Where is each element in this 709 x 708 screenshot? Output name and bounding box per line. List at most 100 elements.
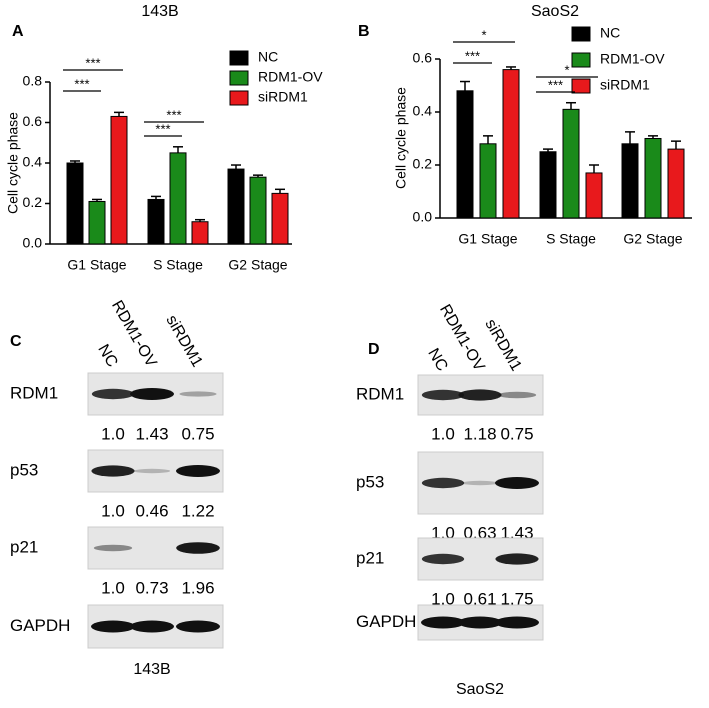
quantification: 1.18 — [463, 424, 496, 443]
blot-band — [176, 620, 220, 633]
chart-title: SaoS2 — [531, 3, 579, 20]
row-label: p21 — [10, 537, 38, 556]
blot-band — [458, 616, 502, 629]
quantification: 1.0 — [101, 424, 125, 443]
bar — [191, 221, 209, 245]
quantification: 1.0 — [431, 424, 455, 443]
row-label: GAPDH — [10, 616, 70, 635]
bar — [271, 192, 289, 245]
panel-letter: B — [358, 23, 370, 40]
legend-swatch — [571, 52, 591, 68]
quantification: 1.96 — [181, 578, 214, 597]
bar — [502, 69, 520, 219]
bar — [249, 176, 267, 245]
x-tick-label: S Stage — [546, 231, 596, 247]
row-label: RDM1 — [356, 384, 404, 403]
blot-band — [91, 620, 135, 633]
legend-swatch — [229, 90, 249, 106]
bar — [539, 151, 557, 219]
blot-band — [91, 465, 135, 477]
quantification: 0.75 — [500, 424, 533, 443]
bar — [621, 143, 639, 219]
quantification: 1.43 — [135, 424, 168, 443]
blot-band — [421, 389, 465, 401]
blot-band — [495, 616, 539, 629]
bar — [169, 152, 187, 245]
bar — [479, 143, 497, 219]
blot-band — [130, 620, 174, 633]
bar — [110, 115, 128, 245]
y-tick-label: 0.4 — [413, 103, 433, 119]
bar — [66, 162, 84, 245]
x-tick-label: S Stage — [153, 257, 203, 273]
quantification: 1.0 — [101, 501, 125, 520]
blot-band — [179, 391, 217, 397]
bar — [585, 172, 603, 219]
bar — [644, 138, 662, 219]
legend-label: siRDM1 — [600, 77, 650, 93]
x-tick-label: G2 Stage — [623, 231, 682, 247]
y-tick-label: 0.4 — [23, 154, 43, 170]
blot-band — [133, 468, 171, 474]
x-tick-label: G1 Stage — [67, 257, 126, 273]
blot-band — [461, 480, 499, 486]
bar — [667, 148, 685, 219]
quantification: 0.46 — [135, 501, 168, 520]
blot-band — [93, 544, 133, 552]
blot-caption: 143B — [133, 661, 170, 678]
row-label: p21 — [356, 548, 384, 567]
lane-label: siRDM1 — [481, 316, 524, 374]
blot-band — [458, 389, 502, 401]
x-tick-label: G2 Stage — [228, 257, 287, 273]
y-tick-label: 0.8 — [23, 73, 43, 89]
row-label: p53 — [10, 460, 38, 479]
lane-label: NC — [94, 342, 120, 371]
panel-letter: C — [10, 333, 22, 350]
legend-label: RDM1-OV — [600, 51, 665, 67]
y-tick-label: 0.0 — [23, 235, 43, 251]
bar — [147, 198, 165, 245]
significance-label: * — [481, 27, 486, 42]
quantification: 0.73 — [135, 578, 168, 597]
blot-band — [495, 553, 539, 565]
row-label: GAPDH — [356, 612, 416, 631]
bar — [456, 90, 474, 219]
legend-label: RDM1-OV — [258, 69, 323, 85]
quantification: 0.75 — [181, 424, 214, 443]
significance-label: * — [564, 62, 569, 77]
blot-band — [421, 553, 465, 565]
y-tick-label: 0.2 — [413, 156, 433, 172]
bar — [88, 200, 106, 245]
bar — [227, 168, 245, 245]
y-axis-label: Cell cycle phase — [393, 87, 409, 189]
significance-label: *** — [166, 107, 181, 122]
y-tick-label: 0.6 — [23, 113, 43, 129]
blot-band — [421, 477, 465, 489]
blot-band — [176, 542, 220, 554]
row-label: p53 — [356, 472, 384, 491]
y-axis-label: Cell cycle phase — [5, 112, 21, 214]
quantification: 0.61 — [463, 589, 496, 608]
legend-swatch — [571, 78, 591, 94]
significance-label: *** — [155, 121, 170, 136]
legend-label: siRDM1 — [258, 89, 308, 105]
blot-band — [421, 616, 465, 629]
y-tick-label: 0.6 — [413, 50, 433, 66]
x-tick-label: G1 Stage — [458, 231, 517, 247]
blot-band — [130, 388, 174, 400]
quantification: 1.0 — [431, 589, 455, 608]
panel-letter: A — [12, 23, 24, 40]
lane-label: NC — [424, 346, 450, 375]
quantification: 1.75 — [500, 589, 533, 608]
quantification: 1.22 — [181, 501, 214, 520]
significance-label: *** — [548, 77, 563, 92]
legend-label: NC — [258, 49, 278, 65]
panel-letter: D — [368, 341, 380, 358]
blot-band — [495, 477, 539, 489]
y-tick-label: 0.2 — [23, 194, 43, 210]
chart-title: 143B — [141, 3, 178, 20]
blot-caption: SaoS2 — [456, 681, 504, 698]
legend-swatch — [229, 50, 249, 66]
significance-label: *** — [85, 55, 100, 70]
blot-band — [497, 391, 537, 399]
